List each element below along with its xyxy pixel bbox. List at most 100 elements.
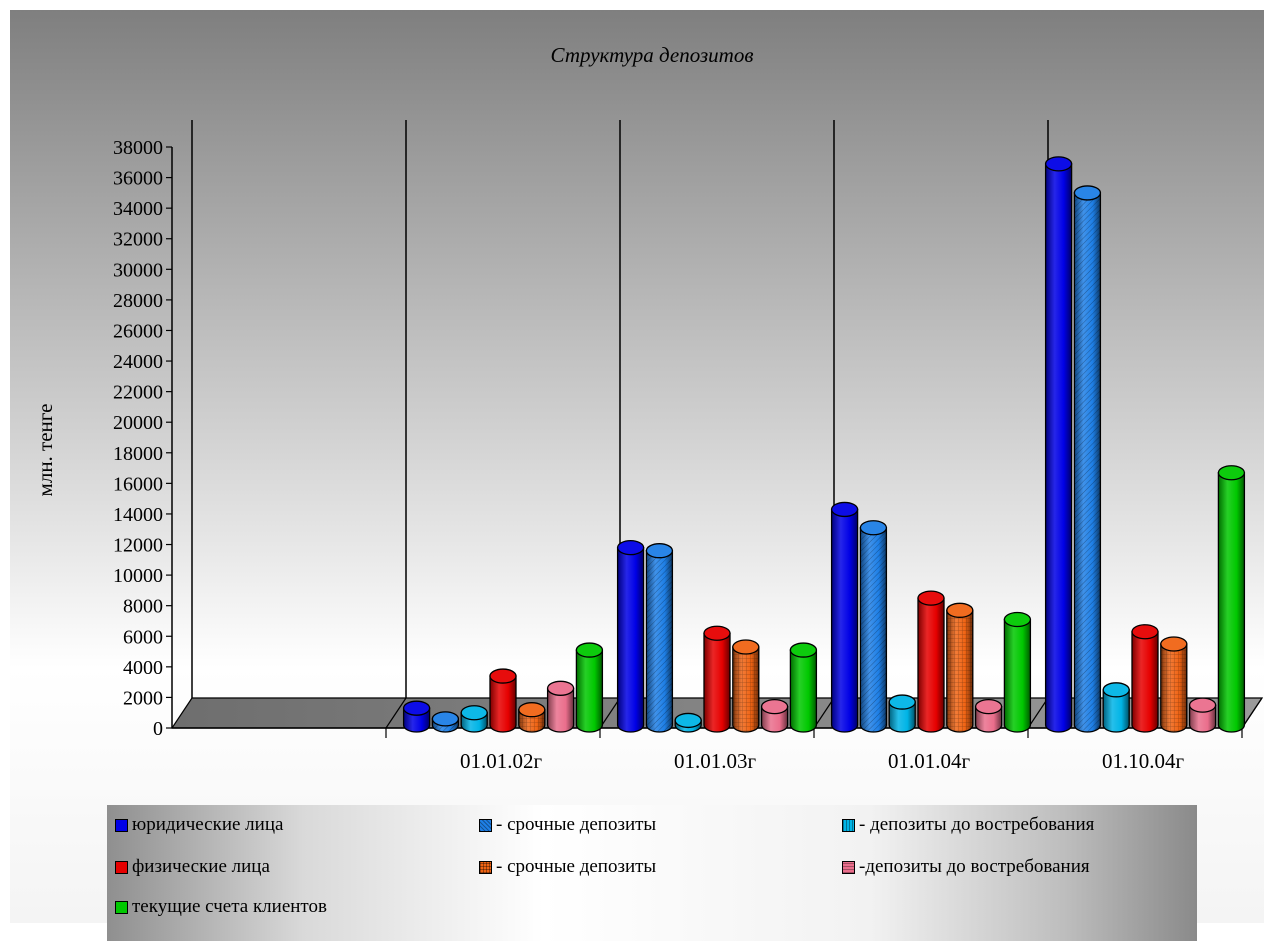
bar-2-2 xyxy=(674,712,702,733)
y-tick-label: 24000 xyxy=(113,351,163,373)
y-axis-label: млн. тенге xyxy=(33,404,57,497)
bar-1-4 xyxy=(1073,185,1102,733)
legend-label-fizicheskie: физические лица xyxy=(132,856,270,877)
bar-1-1 xyxy=(431,711,460,733)
y-tick-label: 36000 xyxy=(113,168,163,190)
bar-top xyxy=(616,539,645,556)
x-tick-label: 01.01.04г xyxy=(888,749,971,773)
bar-top xyxy=(917,590,945,606)
bar-4-4 xyxy=(1160,636,1188,733)
y-tick-label: 2000 xyxy=(123,687,163,709)
bar-5-3 xyxy=(974,699,1003,733)
bar-top xyxy=(1073,185,1102,201)
bar-top xyxy=(732,639,760,655)
bar-top xyxy=(1044,156,1073,172)
bar-body xyxy=(1217,472,1246,733)
bar-4-1 xyxy=(518,702,546,733)
bar-5-1 xyxy=(546,680,575,733)
bar-4-2 xyxy=(732,639,760,733)
bar-body xyxy=(616,546,645,733)
legend-background xyxy=(107,805,1197,941)
y-tick-label: 34000 xyxy=(113,198,163,220)
legend-label-fiz-vostrebovaniya: -депозиты до востребования xyxy=(859,856,1090,877)
y-tick-label: 18000 xyxy=(113,443,163,465)
bar-top xyxy=(1188,697,1217,713)
chart-frame: Структура депозитов млн. тенге 0 2000 4000… xyxy=(10,10,1264,941)
bar-body xyxy=(789,649,818,733)
floor-divider xyxy=(813,697,835,729)
bar-top xyxy=(1102,682,1130,698)
bar-body xyxy=(489,675,517,733)
legend-swatch-fiz-vostrebovaniya xyxy=(842,860,855,874)
bar-texture xyxy=(646,550,673,732)
floor-divider xyxy=(385,697,407,729)
bar-2-4 xyxy=(1102,682,1130,733)
bar-top xyxy=(518,702,546,718)
bar-top xyxy=(760,699,789,715)
bar-body xyxy=(1131,631,1159,733)
bar-top xyxy=(789,642,818,658)
legend-item-fizicheskie: физические лица xyxy=(115,855,270,879)
legend-label-yuridicheskie: юридические лица xyxy=(132,814,284,835)
bar-3-1 xyxy=(489,668,517,733)
legend-label-fiz-srochnye: - срочные депозиты xyxy=(496,856,657,877)
bar-body xyxy=(830,508,859,733)
bar-top xyxy=(946,602,974,618)
legend-item-fiz-vostrebovaniya: -депозиты до востребования xyxy=(842,855,1090,879)
bar-1-2 xyxy=(645,543,674,733)
legend-label-yur-srochnye: - срочные депозиты xyxy=(496,814,657,835)
bar-top xyxy=(888,694,916,710)
y-tick-label: 32000 xyxy=(113,229,163,251)
legend-item-yur-srochnye: - срочные депозиты xyxy=(479,813,656,837)
bar-top xyxy=(546,680,575,696)
bar-body xyxy=(917,597,945,733)
chart-title: Структура депозитов xyxy=(551,43,754,67)
legend-item-fiz-srochnye: - срочные депозиты xyxy=(479,855,656,879)
bar-top xyxy=(460,705,488,721)
legend-item-tekushchie: текущие счета клиентов xyxy=(115,895,327,919)
bar-body xyxy=(703,632,731,733)
bar-0-1 xyxy=(402,700,431,733)
bar-top xyxy=(575,642,604,658)
legend-item-yur-vostrebovaniya: - депозиты до востребования xyxy=(842,813,1094,837)
y-tick-label: 10000 xyxy=(113,565,163,587)
floor-divider xyxy=(1241,697,1263,729)
bar-0-3 xyxy=(830,501,859,733)
y-tick-label: 16000 xyxy=(113,473,163,495)
legend-swatch-fiz-srochnye xyxy=(479,860,492,874)
y-tick-label: 12000 xyxy=(113,535,163,557)
y-tick-label: 30000 xyxy=(113,259,163,281)
legend-swatch-tekushchie xyxy=(115,900,128,914)
bar-top xyxy=(974,699,1003,715)
floor-divider xyxy=(1027,697,1049,729)
legend-label-tekushchie: текущие счета клиентов xyxy=(132,896,327,917)
bar-top xyxy=(1160,636,1188,652)
bar-top xyxy=(830,501,859,518)
x-tick-label: 01.10.04г xyxy=(1102,749,1185,773)
bar-texture xyxy=(860,527,887,732)
y-tick-label: 22000 xyxy=(113,382,163,404)
bar-1-3 xyxy=(859,520,888,733)
bar-body xyxy=(575,649,604,733)
bar-top xyxy=(703,625,731,641)
bar-body xyxy=(546,687,575,733)
bar-top xyxy=(859,520,888,536)
bar-6-3 xyxy=(1003,611,1032,733)
x-tick-label: 01.01.02г xyxy=(460,749,543,773)
bar-body xyxy=(1044,163,1073,733)
y-tick-label: 20000 xyxy=(113,412,163,434)
y-tick-label: 6000 xyxy=(123,626,163,648)
bar-top xyxy=(645,543,674,559)
bar-2-3 xyxy=(888,694,916,733)
bar-3-2 xyxy=(703,625,731,733)
bar-top xyxy=(1217,465,1246,481)
y-tick-label: 0 xyxy=(153,718,163,740)
bar-top xyxy=(1003,611,1032,628)
bar-6-2 xyxy=(789,642,818,733)
bar-top xyxy=(674,712,702,729)
bar-0-4 xyxy=(1044,156,1073,733)
bar-body xyxy=(1003,618,1032,733)
bar-6-1 xyxy=(575,642,604,733)
y-tick-label: 14000 xyxy=(113,504,163,526)
y-tick-label: 38000 xyxy=(113,137,163,159)
